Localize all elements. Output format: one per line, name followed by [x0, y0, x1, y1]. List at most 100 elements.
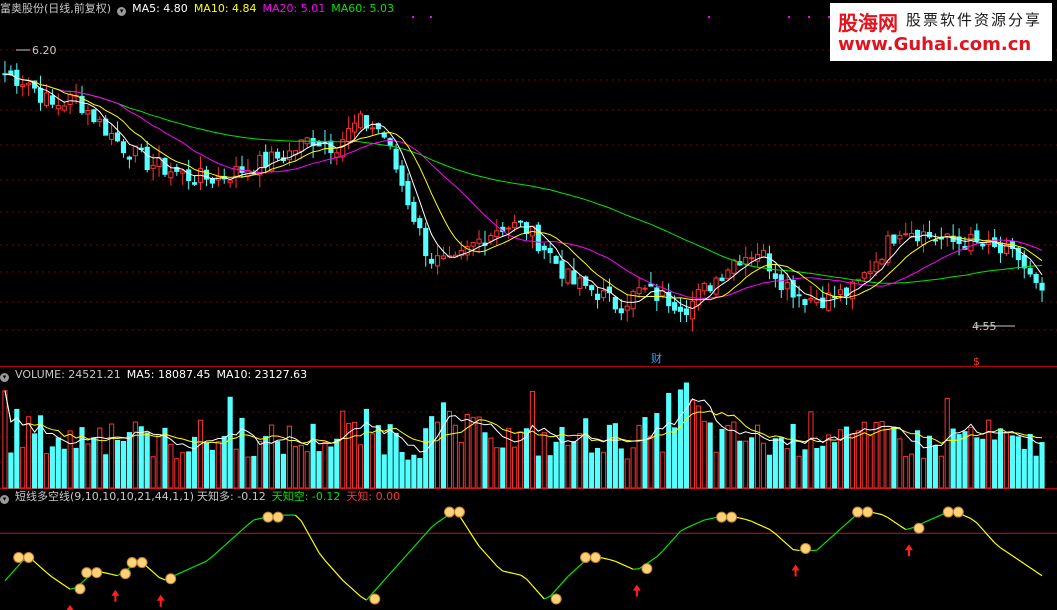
buy-arrow-icon — [632, 584, 641, 597]
indicator-line-segment — [419, 533, 427, 541]
volume-bar-down — [209, 449, 215, 489]
volume-bar-up — [1003, 432, 1010, 489]
volume-bar-down — [654, 413, 660, 489]
event-dot — [412, 16, 414, 18]
candle-down — [843, 287, 850, 296]
candle-down — [37, 87, 44, 103]
indicator-line-segment — [970, 518, 978, 524]
candle-down — [926, 232, 933, 238]
candle-up — [233, 165, 239, 177]
volume-bar-down — [55, 437, 61, 489]
watermark-brand: 股海网 — [838, 11, 898, 35]
indicator-line-segment — [508, 571, 515, 575]
volume-bar-down — [423, 428, 429, 489]
hand-icon — [74, 583, 86, 595]
tianzhiduo-label: 天知多: -0.12 — [197, 490, 266, 503]
volume-bar-up — [97, 427, 103, 489]
hand-icon — [716, 511, 728, 523]
candle-up — [464, 246, 470, 256]
volume-bar-down — [221, 436, 227, 489]
hand-icon — [453, 506, 465, 518]
volume-bar-down — [114, 439, 121, 489]
indicator-line-segment — [976, 522, 984, 530]
candle-down — [417, 218, 423, 229]
indicator-line-segment — [306, 531, 314, 543]
indicator-line-segment — [34, 561, 41, 568]
indicator-line-segment — [194, 563, 201, 568]
ma20-line — [4, 73, 1043, 299]
volume-bar-down — [737, 440, 743, 489]
candle-up — [861, 272, 867, 279]
volume-bar-down — [316, 451, 322, 489]
candle-down — [120, 141, 127, 154]
volume-bar-up — [109, 423, 115, 489]
indicator-line-segment — [786, 543, 794, 551]
volume-bar-down — [766, 454, 773, 489]
indicator-line-segment — [769, 528, 776, 535]
hand-icon — [952, 506, 964, 518]
candle-up — [458, 249, 464, 257]
volume-bar-up — [624, 458, 630, 489]
watermark-slogan: 股票软件资源分享 — [906, 11, 1043, 29]
indicator-line-segment — [656, 550, 664, 558]
candle-down — [192, 182, 198, 185]
volume-bar-down — [677, 389, 684, 489]
candle-up — [298, 139, 304, 152]
volume-bar-up — [731, 421, 737, 489]
candle-up — [67, 93, 73, 106]
indicator-line-segment — [615, 560, 622, 565]
hand-icon — [800, 542, 812, 554]
hand-icon — [119, 568, 131, 580]
hand-icon — [165, 573, 177, 585]
indicator-line-segment — [780, 538, 788, 545]
indicator-line-segment — [567, 570, 575, 577]
volume-bar-up — [565, 444, 571, 489]
indicator-line-segment — [460, 518, 468, 529]
candle-down — [612, 296, 618, 310]
candle-up — [286, 150, 292, 161]
candle-down — [49, 95, 55, 105]
volume-bar-up — [695, 405, 701, 489]
indicator-line-segment — [531, 585, 539, 593]
indicator-settings-icon[interactable]: ▾ — [0, 495, 9, 504]
volume-bar-up — [476, 416, 482, 489]
buy-arrow-icon — [66, 604, 74, 610]
candle-down — [707, 285, 713, 292]
indicator-line-segment — [241, 524, 249, 531]
candle-up — [867, 271, 873, 274]
indicator-line-segment — [555, 582, 563, 591]
volume-bar-up — [470, 416, 476, 489]
indicator-line-segment — [1012, 555, 1019, 561]
settings-icon[interactable]: ▾ — [117, 7, 127, 16]
volume-bar-up — [346, 423, 352, 489]
indicator-line-segment — [158, 576, 166, 581]
candle-down — [1027, 268, 1033, 275]
candle-up — [701, 282, 707, 292]
indicator-line-segment — [828, 533, 836, 541]
indicator-header: ▾ 短线多空线(9,10,10,10,21,44,1,1) 天知多: -0.12 天知… — [0, 489, 406, 505]
candle-down — [535, 224, 541, 252]
volume-bar-down — [429, 416, 435, 489]
volume-bar-up — [233, 448, 239, 489]
candle-down — [203, 169, 210, 180]
volume-bar-down — [1015, 436, 1021, 489]
candle-up — [636, 287, 642, 295]
indicator-line-segment — [217, 545, 225, 552]
volume-bar-down — [328, 446, 334, 489]
volume-bar-up — [494, 447, 500, 489]
indicator-line-segment — [389, 566, 397, 574]
indicator-line-segment — [4, 573, 12, 582]
volume-bar-up — [879, 420, 885, 489]
indicator-line-segment — [603, 557, 610, 561]
indicator-line-segment — [739, 517, 746, 521]
ma5-label: MA5: 4.80 — [132, 2, 188, 15]
volume-bar-up — [849, 433, 855, 489]
hand-icon — [590, 552, 602, 563]
indicator-line-segment — [146, 566, 154, 573]
volume-bar-down — [417, 458, 423, 489]
volume-settings-icon[interactable]: ▾ — [0, 373, 9, 382]
indicator-line-segment — [816, 544, 824, 551]
candle-down — [79, 95, 85, 114]
candle-down — [144, 146, 150, 171]
volume-bar-down — [1021, 448, 1027, 489]
